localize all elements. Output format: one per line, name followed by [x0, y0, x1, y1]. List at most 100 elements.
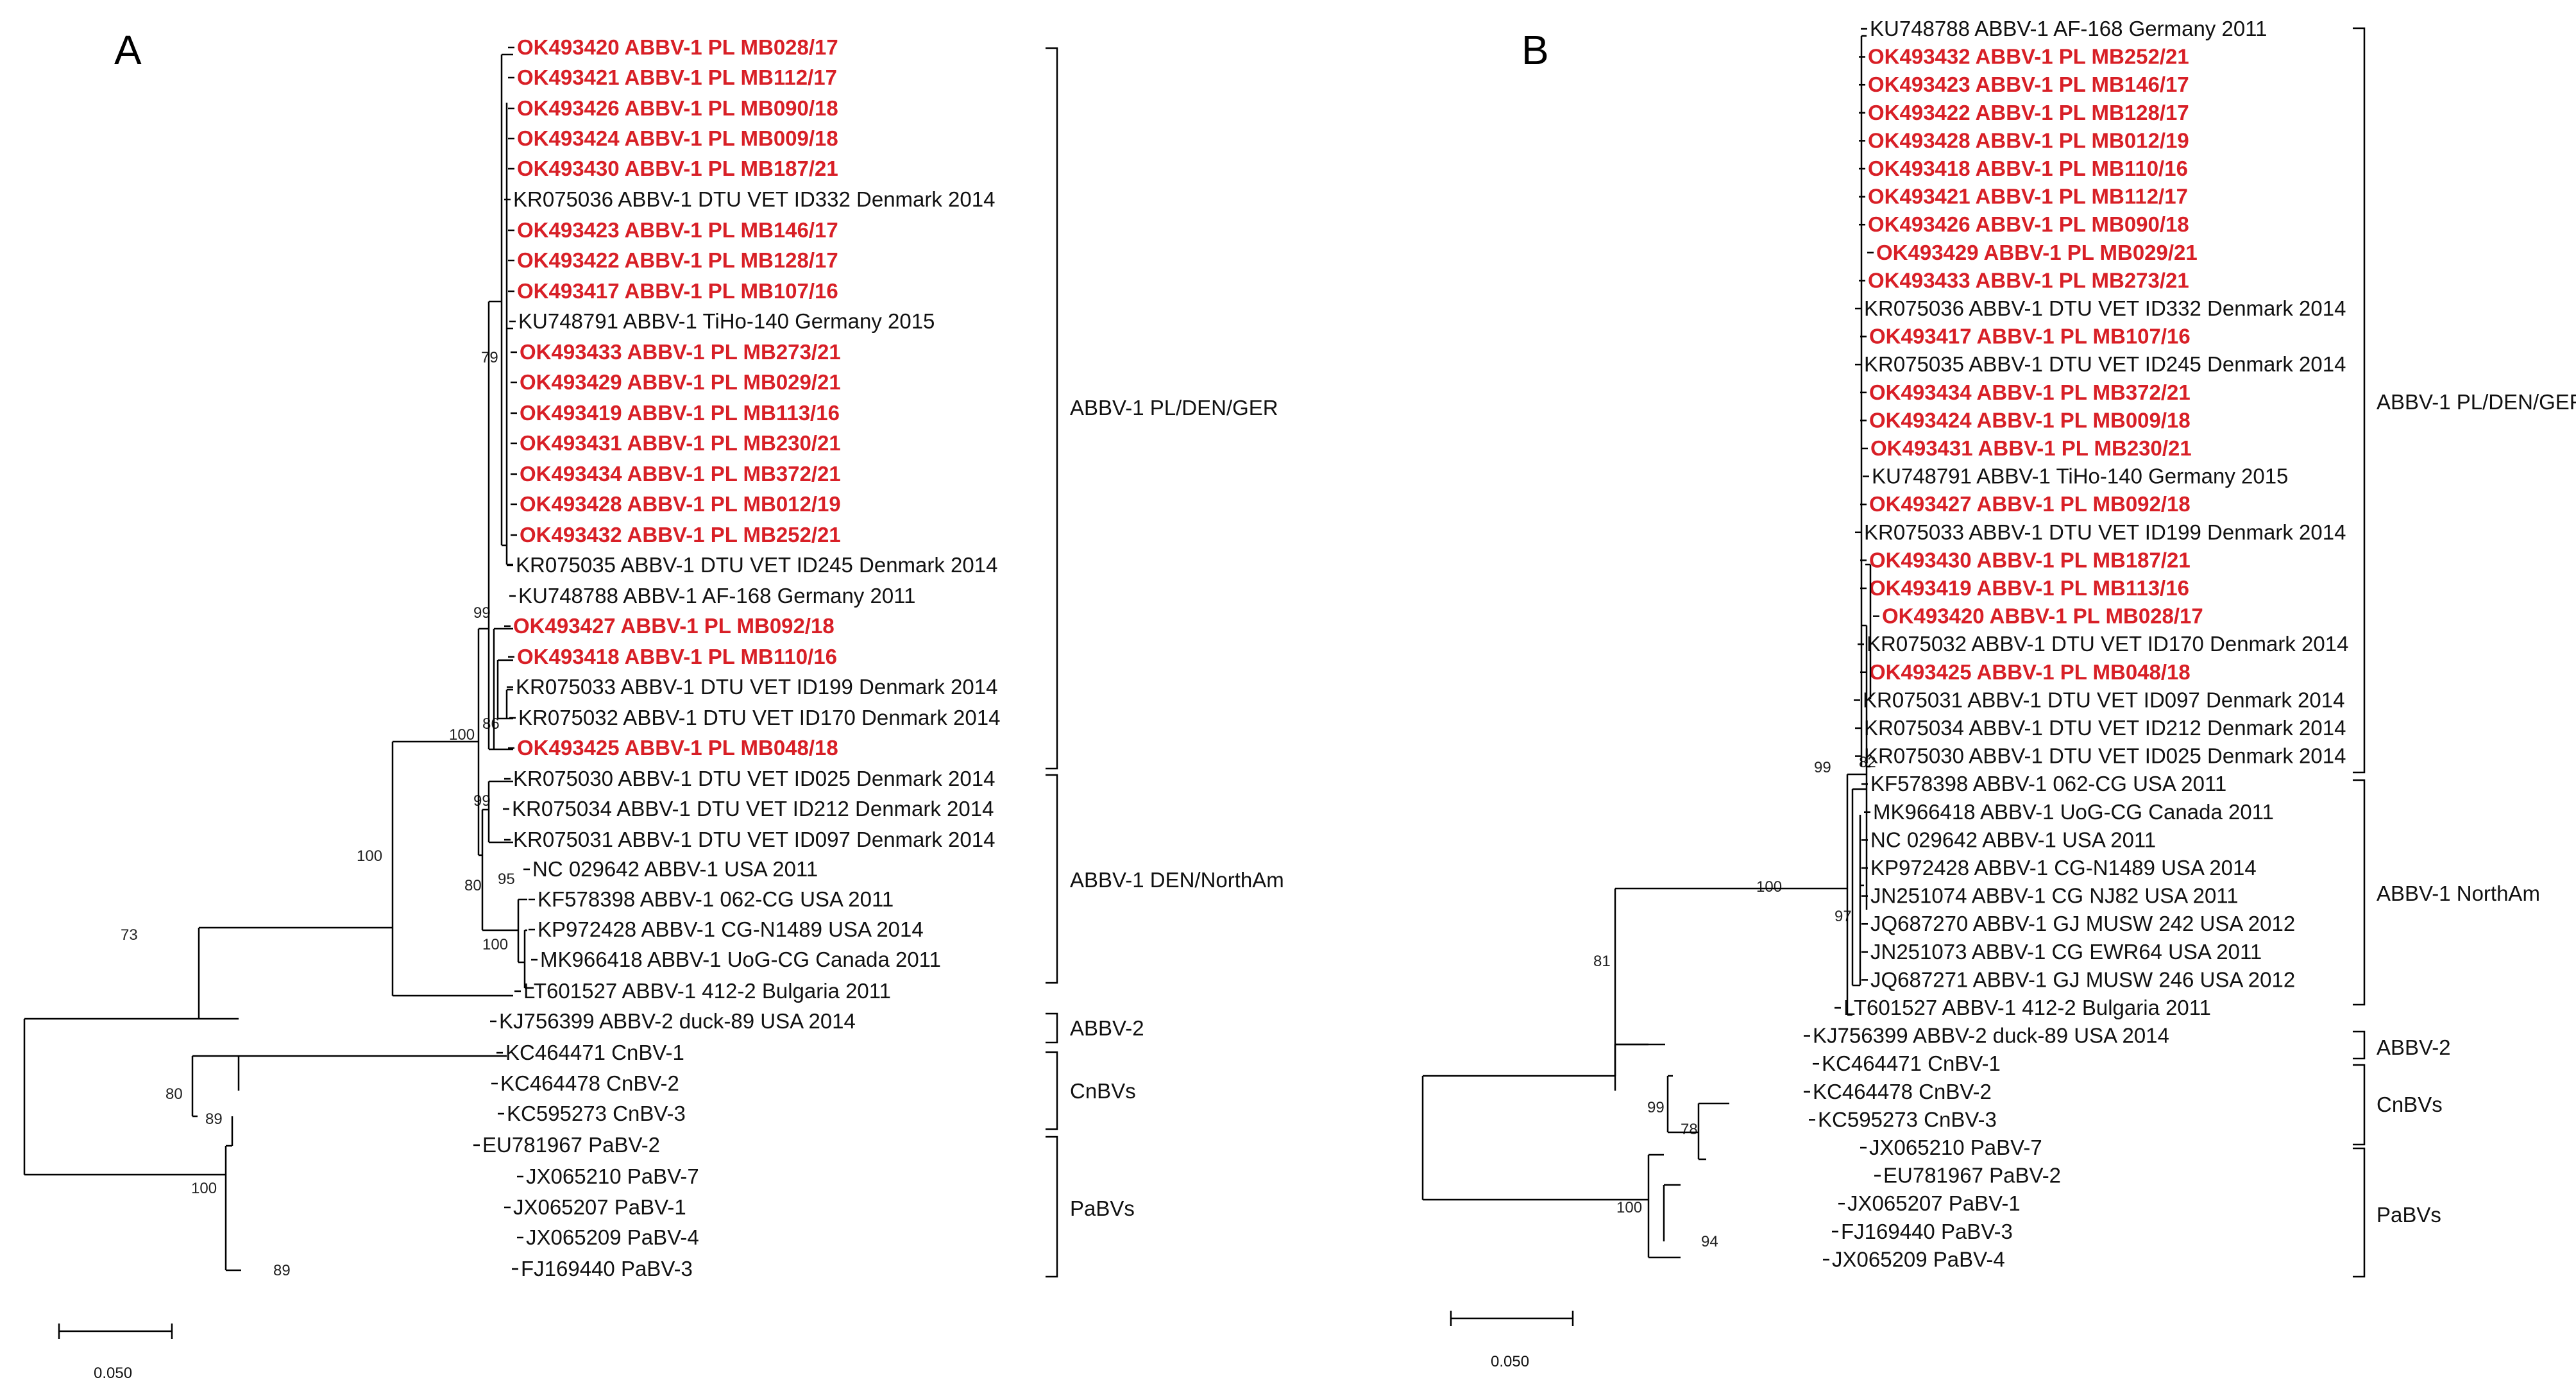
clade-bracket	[2353, 1030, 2366, 1060]
panel-a-bootstrap-values: 79 99 86 100 100 99 80 95 100 73 80 89 100 89	[121, 349, 515, 1279]
leaf-label: JX065209 PaBV-4	[526, 1225, 699, 1249]
leaf-label: FJ169440 PaBV-3	[521, 1257, 693, 1281]
leaf-label: KR075034 ABBV-1 DTU VET ID212 Denmark 20…	[1864, 716, 2346, 740]
branch	[1666, 1075, 1699, 1134]
clade-label-pabvs: PaBVs	[1070, 1196, 1135, 1220]
panel-b-clade-brackets	[2353, 27, 2366, 1278]
clade-bracket	[1046, 1136, 1058, 1278]
branch	[1859, 815, 1864, 985]
leaf-label: LT601527 ABBV-1 412-2 Bulgaria 2011	[1843, 996, 2211, 1019]
leaf-label: MK966418 ABBV-1 UoG-CG Canada 2011	[540, 948, 941, 971]
bootstrap-value: 95	[498, 871, 515, 888]
leaf-label: OK493418 ABBV-1 PL MB110/16	[517, 645, 837, 668]
panel-letter-b: B	[1521, 27, 1549, 73]
bootstrap-value: 78	[1681, 1121, 1698, 1138]
bootstrap-value: 99	[1814, 759, 1831, 776]
leaf-label: EU781967 PaBV-2	[482, 1133, 660, 1157]
scale-bar	[58, 1324, 173, 1339]
bootstrap-value: 100	[357, 847, 382, 865]
branch	[487, 300, 502, 751]
leaf-label: OK493418 ABBV-1 PL MB110/16	[1868, 157, 2188, 180]
branch	[487, 780, 513, 844]
leaf-label: KR075030 ABBV-1 DTU VET ID025 Denmark 20…	[1864, 744, 2346, 768]
leaf-label: EU781967 PaBV-2	[1883, 1164, 2061, 1187]
leaf-label: KJ756399 ABBV-2 duck-89 USA 2014	[1813, 1024, 2169, 1048]
leaf-label: KR075036 ABBV-1 DTU VET ID332 Denmark 20…	[1864, 296, 2346, 320]
leaf-label: KF578398 ABBV-1 062-CG USA 2011	[1870, 772, 2226, 796]
branch	[493, 627, 513, 751]
scale-bar-label: 0.050	[94, 1365, 132, 1382]
bootstrap-value: 89	[205, 1111, 223, 1128]
bootstrap-value: 81	[1593, 953, 1611, 970]
bootstrap-value: 94	[1701, 1233, 1718, 1250]
branch	[1851, 788, 1867, 987]
branch	[1846, 773, 1867, 1016]
leaf-label: KU748791 ABBV-1 TiHo-140 Germany 2015	[518, 309, 935, 333]
leaf-label: OK493428 ABBV-1 PL MB012/19	[1868, 128, 2189, 152]
leaf-label: OK493428 ABBV-1 PL MB012/19	[520, 492, 841, 516]
leaf-label: OK493417 ABBV-1 PL MB107/16	[1869, 325, 2190, 348]
leaf-label: KF578398 ABBV-1 062-CG USA 2011	[538, 887, 894, 911]
panel-a: A OK493420 ABBV-1 PL MB028/17 OK493421 AB…	[23, 27, 1284, 1382]
clade-label-den-northam: ABBV-1 DEN/NorthAm	[1070, 868, 1284, 892]
branch	[1614, 887, 1847, 1076]
leaf-label: KU748788 ABBV-1 AF-168 Germany 2011	[518, 584, 915, 608]
clade-bracket	[1046, 1051, 1058, 1130]
leaf-label: OK493434 ABBV-1 PL MB372/21	[1869, 380, 2190, 404]
bootstrap-value: 100	[191, 1180, 217, 1197]
leaf-label: OK493433 ABBV-1 PL MB273/21	[1868, 268, 2189, 292]
bootstrap-value: 73	[121, 926, 138, 944]
branch	[191, 1055, 239, 1116]
leaf-label: KR075035 ABBV-1 DTU VET ID245 Denmark 20…	[516, 553, 997, 577]
leaf-label: KR075032 ABBV-1 DTU VET ID170 Denmark 20…	[518, 706, 1000, 729]
clade-label-pl-den-ger: ABBV-1 PL/DEN/GER	[1070, 396, 1278, 420]
branch	[481, 808, 518, 932]
clade-label-northam: ABBV-1 NorthAm	[2377, 881, 2540, 905]
leaf-label: KR075031 ABBV-1 DTU VET ID097 Denmark 20…	[513, 828, 995, 851]
leaf-label: OK493419 ABBV-1 PL MB113/16	[1869, 576, 2189, 600]
panel-b-leaf-labels: KU748788 ABBV-1 AF-168 Germany 2011 OK493…	[1804, 17, 2348, 1271]
branch	[505, 103, 513, 565]
branch	[391, 740, 513, 997]
leaf-label: OK493420 ABBV-1 PL MB028/17	[1882, 604, 2203, 628]
leaf-label: OK493420 ABBV-1 PL MB028/17	[517, 35, 838, 59]
bootstrap-value: 79	[481, 349, 498, 366]
clade-label-abbv-2: ABBV-2	[1070, 1016, 1144, 1040]
leaf-label: JN251073 ABBV-1 CG EWR64 USA 2011	[1870, 940, 2262, 964]
leaf-label: OK493429 ABBV-1 PL MB029/21	[1876, 241, 2198, 264]
branch	[1861, 624, 1870, 910]
leaf-label: JX065209 PaBV-4	[1832, 1247, 2005, 1271]
leaf-label: OK493426 ABBV-1 PL MB090/18	[1868, 212, 2189, 236]
bootstrap-value: 100	[482, 936, 508, 953]
leaf-label: OK493425 ABBV-1 PL MB048/18	[1869, 660, 2190, 684]
branch	[1647, 1153, 1681, 1259]
leaf-label: KC464471 CnBV-1	[505, 1041, 684, 1064]
leaf-label: KU748791 ABBV-1 TiHo-140 Germany 2015	[1872, 464, 2288, 488]
branch	[1865, 563, 1872, 699]
leaf-label: NC 029642 ABBV-1 USA 2011	[532, 857, 818, 881]
bootstrap-value: 97	[1835, 908, 1852, 925]
leaf-label: OK493421 ABBV-1 PL MB112/17	[517, 65, 837, 89]
clade-bracket	[2353, 1064, 2366, 1146]
leaf-label: KJ756399 ABBV-2 duck-89 USA 2014	[499, 1009, 856, 1033]
bootstrap-value: 100	[1756, 878, 1782, 896]
leaf-label: JX065210 PaBV-7	[1869, 1136, 2042, 1159]
leaf-label: JQ687270 ABBV-1 GJ MUSW 242 USA 2012	[1870, 912, 2295, 935]
leaf-label: OK493432 ABBV-1 PL MB252/21	[1868, 45, 2189, 69]
bootstrap-value: 86	[482, 715, 500, 733]
branch	[1663, 1184, 1681, 1241]
branch	[505, 688, 513, 720]
clade-bracket	[1046, 774, 1058, 984]
branch	[23, 1017, 226, 1176]
leaf-label: KR075033 ABBV-1 DTU VET ID199 Denmark 20…	[1864, 520, 2346, 544]
leaf-label: KP972428 ABBV-1 CG-N1489 USA 2014	[538, 917, 924, 941]
leaf-label: KP972428 ABBV-1 CG-N1489 USA 2014	[1870, 856, 2257, 880]
leaf-label: KR075033 ABBV-1 DTU VET ID199 Denmark 20…	[516, 675, 997, 699]
branch	[225, 1145, 241, 1272]
branch	[198, 926, 393, 1020]
panel-letter-a: A	[114, 27, 142, 73]
leaf-label: OK493421 ABBV-1 PL MB112/17	[1868, 185, 2188, 209]
